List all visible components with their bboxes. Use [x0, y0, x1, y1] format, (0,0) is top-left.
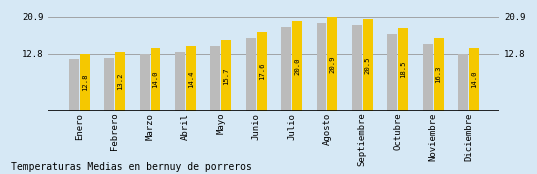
Text: 14.0: 14.0 — [471, 71, 477, 89]
Bar — [328, 17, 337, 111]
Bar — [186, 46, 196, 111]
Bar — [115, 52, 125, 111]
Text: 20.9: 20.9 — [329, 55, 336, 73]
Text: 12.8: 12.8 — [82, 74, 88, 91]
Bar — [292, 21, 302, 111]
Bar — [363, 19, 373, 111]
Text: 14.4: 14.4 — [188, 70, 194, 88]
Bar — [257, 32, 266, 111]
Bar — [211, 46, 220, 111]
Bar — [69, 59, 79, 111]
Text: 14.0: 14.0 — [153, 71, 158, 89]
Bar — [458, 54, 468, 111]
Bar — [433, 38, 444, 111]
Text: 15.7: 15.7 — [223, 67, 229, 85]
Text: 16.3: 16.3 — [436, 66, 441, 83]
Bar — [469, 48, 479, 111]
Bar — [79, 54, 90, 111]
Bar — [316, 23, 326, 111]
Bar — [175, 52, 185, 111]
Text: 13.2: 13.2 — [117, 73, 123, 90]
Text: 18.5: 18.5 — [400, 61, 406, 78]
Bar — [352, 25, 362, 111]
Bar — [140, 54, 149, 111]
Text: Temperaturas Medias en bernuy de porreros: Temperaturas Medias en bernuy de porrero… — [11, 162, 252, 172]
Bar — [104, 58, 114, 111]
Bar — [281, 27, 291, 111]
Text: 20.5: 20.5 — [365, 56, 371, 74]
Bar — [221, 40, 231, 111]
Bar — [398, 28, 408, 111]
Bar — [246, 38, 256, 111]
Bar — [150, 48, 161, 111]
Text: 20.0: 20.0 — [294, 57, 300, 75]
Bar — [387, 34, 397, 111]
Text: 17.6: 17.6 — [259, 63, 265, 80]
Bar — [423, 44, 433, 111]
